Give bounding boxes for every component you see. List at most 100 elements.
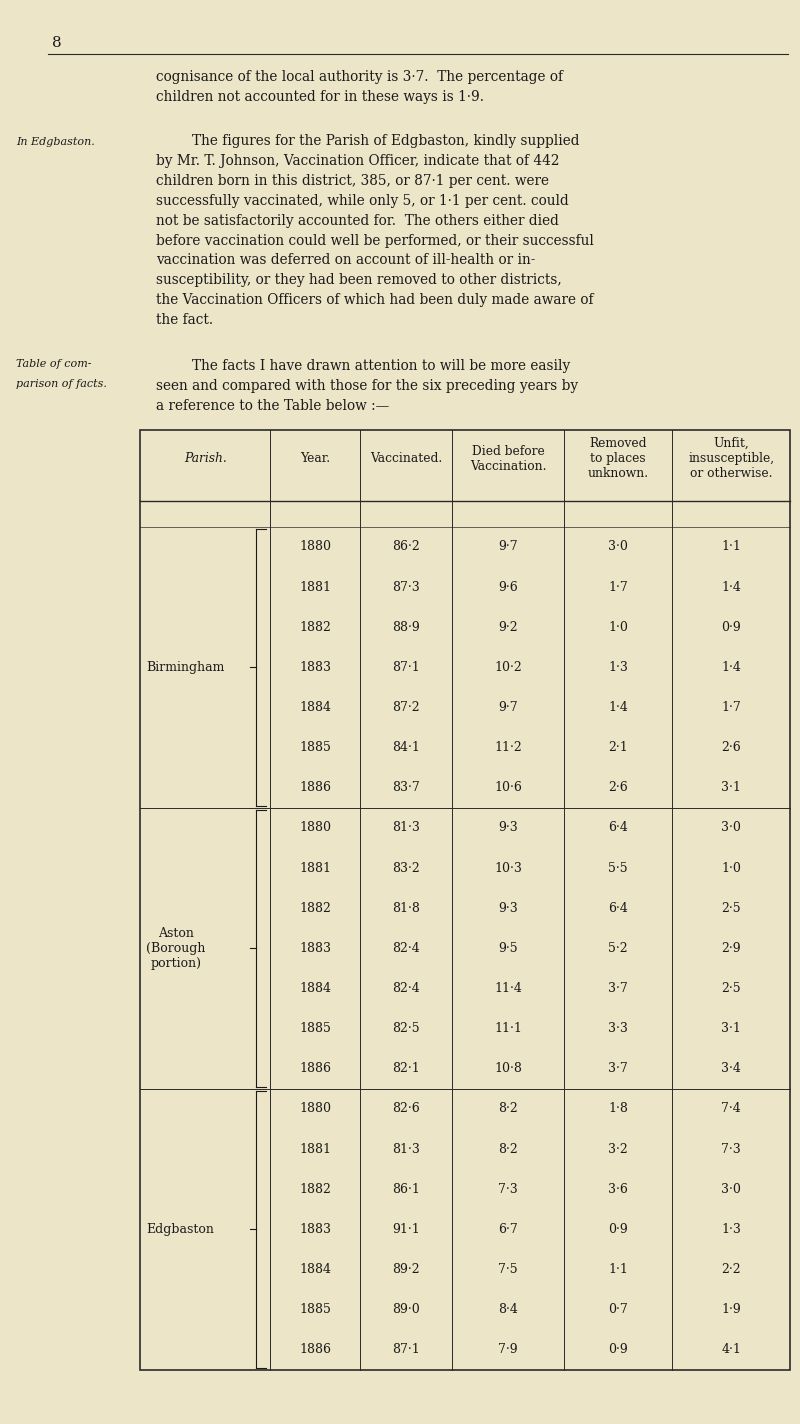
Text: 7·9: 7·9 (498, 1343, 518, 1356)
Text: 3·7: 3·7 (608, 983, 628, 995)
Text: before vaccination could well be performed, or their successful: before vaccination could well be perform… (156, 234, 594, 248)
Text: 3·3: 3·3 (608, 1022, 628, 1035)
Text: 1884: 1884 (299, 1263, 331, 1276)
Text: 1883: 1883 (299, 1223, 331, 1236)
Text: 89·2: 89·2 (392, 1263, 420, 1276)
Text: 83·2: 83·2 (392, 862, 420, 874)
Text: 1881: 1881 (299, 862, 331, 874)
Text: 1·0: 1·0 (722, 862, 741, 874)
Text: 9·2: 9·2 (498, 621, 518, 634)
Text: 6·7: 6·7 (498, 1223, 518, 1236)
Text: vaccination was deferred on account of ill-health or in-: vaccination was deferred on account of i… (156, 253, 535, 268)
Text: 0·7: 0·7 (608, 1303, 628, 1316)
Text: children born in this district, 385, or 87·1 per cent. were: children born in this district, 385, or … (156, 174, 549, 188)
Text: 5·5: 5·5 (608, 862, 628, 874)
Text: a reference to the Table below :—: a reference to the Table below :— (156, 399, 390, 413)
Text: 7·4: 7·4 (722, 1102, 741, 1115)
Text: 82·5: 82·5 (392, 1022, 420, 1035)
Text: 82·6: 82·6 (392, 1102, 420, 1115)
Text: Vaccinated.: Vaccinated. (370, 451, 442, 466)
Text: 9·3: 9·3 (498, 822, 518, 834)
Text: 11·2: 11·2 (494, 740, 522, 755)
Text: 9·7: 9·7 (498, 541, 518, 554)
Text: 82·4: 82·4 (392, 983, 420, 995)
Text: 10·8: 10·8 (494, 1062, 522, 1075)
Text: 2·5: 2·5 (722, 901, 741, 914)
Text: 1886: 1886 (299, 1062, 331, 1075)
Text: 88·9: 88·9 (392, 621, 420, 634)
Text: 84·1: 84·1 (392, 740, 420, 755)
Text: 83·7: 83·7 (392, 782, 420, 795)
Text: 9·6: 9·6 (498, 581, 518, 594)
Text: 1·4: 1·4 (608, 701, 628, 713)
Text: 87·3: 87·3 (392, 581, 420, 594)
Text: 0·9: 0·9 (722, 621, 741, 634)
Text: 89·0: 89·0 (392, 1303, 420, 1316)
Text: the fact.: the fact. (156, 313, 213, 328)
Text: 4·1: 4·1 (722, 1343, 741, 1356)
Text: Table of com-: Table of com- (16, 359, 91, 369)
Text: 2·9: 2·9 (722, 941, 741, 956)
Text: 1·7: 1·7 (608, 581, 628, 594)
Text: 7·3: 7·3 (498, 1183, 518, 1196)
Text: The facts I have drawn attention to will be more easily: The facts I have drawn attention to will… (192, 359, 570, 373)
Text: susceptibility, or they had been removed to other districts,: susceptibility, or they had been removed… (156, 273, 562, 288)
Text: 10·6: 10·6 (494, 782, 522, 795)
Text: 1·7: 1·7 (722, 701, 741, 713)
Text: Removed
to places
unknown.: Removed to places unknown. (587, 437, 649, 480)
Text: 1880: 1880 (299, 822, 331, 834)
Text: 9·5: 9·5 (498, 941, 518, 956)
Text: 2·6: 2·6 (608, 782, 628, 795)
Text: 7·5: 7·5 (498, 1263, 518, 1276)
Text: cognisance of the local authority is 3·7.  The percentage of: cognisance of the local authority is 3·7… (156, 70, 563, 84)
Text: 1881: 1881 (299, 581, 331, 594)
Text: Edgbaston: Edgbaston (146, 1223, 214, 1236)
Text: 86·1: 86·1 (392, 1183, 420, 1196)
Text: 1·9: 1·9 (722, 1303, 741, 1316)
Text: Parish.: Parish. (184, 451, 226, 466)
Text: 6·4: 6·4 (608, 901, 628, 914)
Text: 3·1: 3·1 (722, 1022, 741, 1035)
Text: 10·2: 10·2 (494, 661, 522, 674)
Text: 9·7: 9·7 (498, 701, 518, 713)
Text: 1886: 1886 (299, 1343, 331, 1356)
Text: Aston
(Borough
portion): Aston (Borough portion) (146, 927, 206, 970)
Text: children not accounted for in these ways is 1·9.: children not accounted for in these ways… (156, 90, 484, 104)
Text: 1·0: 1·0 (608, 621, 628, 634)
Text: Unfit,
insusceptible,
or otherwise.: Unfit, insusceptible, or otherwise. (688, 437, 774, 480)
Text: 3·0: 3·0 (608, 541, 628, 554)
Text: 3·0: 3·0 (722, 822, 741, 834)
Text: 91·1: 91·1 (392, 1223, 420, 1236)
Text: 1·4: 1·4 (722, 581, 741, 594)
Text: parison of facts.: parison of facts. (16, 379, 107, 389)
Text: 82·1: 82·1 (392, 1062, 420, 1075)
Text: 87·1: 87·1 (392, 661, 420, 674)
Text: The figures for the Parish of Edgbaston, kindly supplied: The figures for the Parish of Edgbaston,… (192, 134, 579, 148)
Text: 0·9: 0·9 (608, 1343, 628, 1356)
Text: 8·2: 8·2 (498, 1142, 518, 1156)
Text: 2·6: 2·6 (722, 740, 741, 755)
Text: 1880: 1880 (299, 1102, 331, 1115)
Text: 81·3: 81·3 (392, 1142, 420, 1156)
Text: In Edgbaston.: In Edgbaston. (16, 137, 94, 147)
Text: 1882: 1882 (299, 621, 331, 634)
Text: 87·2: 87·2 (392, 701, 420, 713)
Text: 1882: 1882 (299, 901, 331, 914)
Text: 86·2: 86·2 (392, 541, 420, 554)
Text: seen and compared with those for the six preceding years by: seen and compared with those for the six… (156, 379, 578, 393)
Text: Birmingham: Birmingham (146, 661, 225, 674)
Text: not be satisfactorily accounted for.  The others either died: not be satisfactorily accounted for. The… (156, 214, 559, 228)
Text: 11·1: 11·1 (494, 1022, 522, 1035)
Text: 3·1: 3·1 (722, 782, 741, 795)
Text: 0·9: 0·9 (608, 1223, 628, 1236)
Text: successfully vaccinated, while only 5, or 1·1 per cent. could: successfully vaccinated, while only 5, o… (156, 194, 569, 208)
Text: 2·5: 2·5 (722, 983, 741, 995)
Text: 1·8: 1·8 (608, 1102, 628, 1115)
Text: 1·3: 1·3 (608, 661, 628, 674)
Text: 1884: 1884 (299, 983, 331, 995)
Text: 1885: 1885 (299, 1022, 331, 1035)
Text: 81·3: 81·3 (392, 822, 420, 834)
Text: 1·3: 1·3 (722, 1223, 741, 1236)
Text: by Mr. T. Johnson, Vaccination Officer, indicate that of 442: by Mr. T. Johnson, Vaccination Officer, … (156, 154, 559, 168)
Text: 1882: 1882 (299, 1183, 331, 1196)
